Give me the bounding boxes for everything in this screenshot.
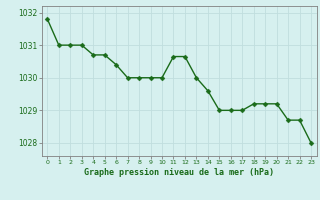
X-axis label: Graphe pression niveau de la mer (hPa): Graphe pression niveau de la mer (hPa)	[84, 168, 274, 177]
